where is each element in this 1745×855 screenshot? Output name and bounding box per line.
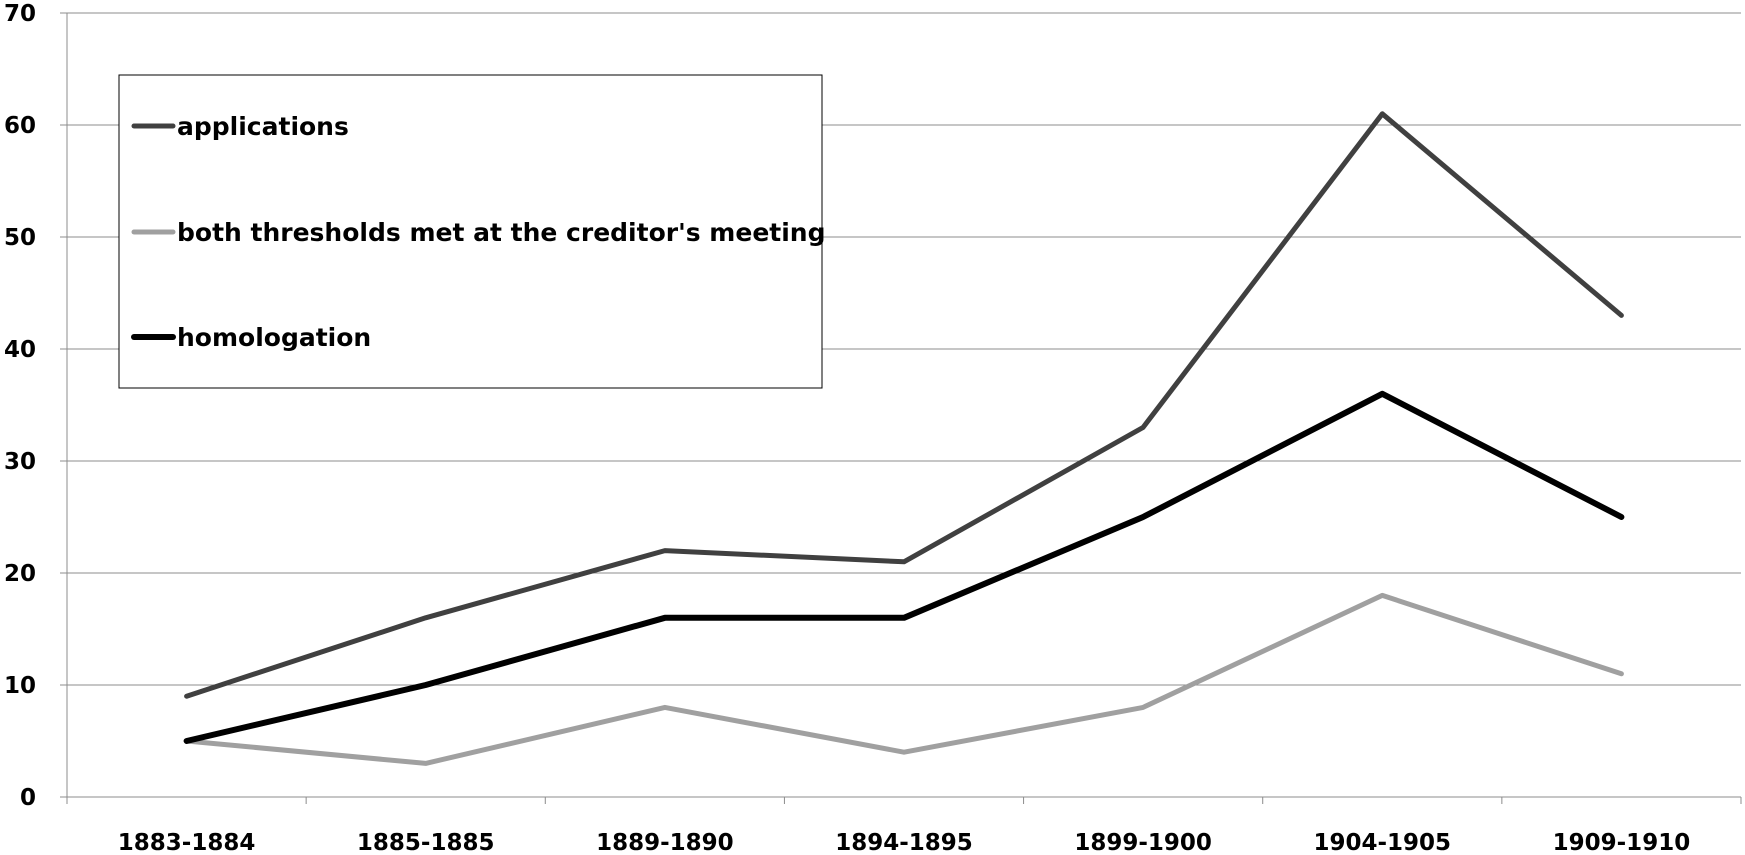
y-tick-label: 0 (20, 785, 36, 811)
y-tick-label: 50 (4, 225, 36, 251)
y-axis-ticks: 0 10 20 30 40 50 60 70 (4, 1, 67, 811)
x-tick-label: 1904-1905 (1313, 830, 1451, 855)
series-line-3 (183, 390, 1625, 744)
y-tick-label: 70 (4, 1, 36, 27)
legend-label: homologation (177, 323, 371, 352)
x-tick-label: 1899-1900 (1074, 830, 1212, 855)
axes (66, 13, 1741, 798)
y-tick-label: 30 (4, 449, 36, 475)
series-line-1 (184, 111, 1624, 699)
y-tick-label: 10 (4, 673, 36, 699)
series-line-2 (184, 592, 1624, 766)
y-tick-label: 60 (4, 113, 36, 139)
series-lines (183, 111, 1625, 766)
legend-label: applications (177, 112, 349, 141)
x-tick-label: 1894-1895 (835, 830, 973, 855)
x-tick-label: 1883-1884 (118, 830, 256, 855)
legend: applications both thresholds met at the c… (118, 74, 826, 389)
legend-label: both thresholds met at the creditor's me… (177, 218, 826, 247)
y-tick-label: 40 (4, 337, 36, 363)
x-axis-ticks: 1883-1884 1885-1885 1889-1890 1894-1895 1899… (66, 797, 1742, 855)
x-tick-label: 1885-1885 (357, 830, 495, 855)
x-tick-label: 1909-1910 (1553, 830, 1691, 855)
legend-box (118, 74, 823, 389)
x-tick-label: 1889-1890 (596, 830, 734, 855)
y-tick-label: 20 (4, 561, 36, 587)
